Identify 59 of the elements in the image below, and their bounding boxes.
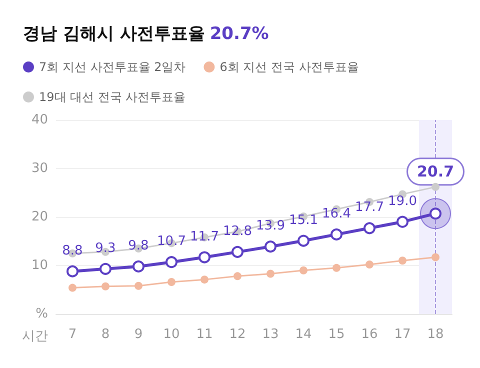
point — [432, 182, 440, 191]
data-label: 12.8 — [223, 224, 252, 239]
data-label: 17.7 — [355, 200, 384, 216]
legend-label: 6회 지선 전국 사전투표율 — [220, 60, 359, 74]
point — [166, 256, 178, 268]
data-label: 10.7 — [157, 234, 186, 250]
chart-subtitle: 20.7% — [210, 24, 269, 44]
point — [100, 262, 112, 275]
x-tick-label: 8 — [101, 327, 110, 342]
point — [102, 282, 110, 290]
point — [398, 256, 406, 265]
y-tick-label: 30 — [31, 161, 48, 176]
x-tick-label: 10 — [163, 327, 180, 342]
point — [68, 284, 76, 292]
data-label: 19.0 — [388, 194, 417, 209]
data-label: 8.8 — [62, 243, 83, 258]
x-tick-label: 17 — [394, 327, 411, 342]
x-tick-label: 16 — [361, 327, 378, 342]
annotation: 20.7 — [416, 162, 454, 181]
data-label: 9.8 — [128, 238, 149, 254]
point — [200, 276, 208, 284]
point — [132, 260, 144, 272]
point — [330, 228, 342, 240]
point — [134, 282, 142, 290]
legend-label: 19대 대선 전국 사전투표율 — [39, 90, 186, 104]
data-label: 15.1 — [289, 212, 318, 228]
point — [266, 270, 274, 278]
x-tick-label: 13 — [262, 327, 279, 342]
x-tick-label: 11 — [196, 327, 213, 342]
point — [168, 278, 176, 286]
x-axis-title: 시간 — [22, 329, 48, 344]
point — [332, 264, 340, 272]
y-tick-label: 10 — [31, 258, 48, 273]
chart-title: 경남 김해시 사전투표율 — [23, 24, 205, 44]
point — [298, 234, 310, 247]
point — [264, 240, 276, 253]
legend-label: 7회 지선 사전투표율 2일차 — [39, 60, 186, 74]
point — [364, 222, 376, 234]
x-tick-label: 18 — [427, 327, 444, 342]
point — [66, 265, 78, 278]
point — [366, 260, 374, 269]
point — [198, 251, 210, 264]
y-tick-label: % — [36, 306, 48, 322]
x-tick-label: 9 — [134, 327, 143, 342]
data-label: 9.3 — [95, 240, 116, 256]
point — [396, 216, 408, 228]
x-tick-label: 15 — [328, 327, 345, 342]
x-tick-label: 7 — [68, 327, 77, 342]
point — [234, 272, 242, 280]
point — [432, 253, 440, 262]
y-tick-label: 40 — [31, 112, 48, 128]
x-tick-label: 12 — [229, 327, 246, 342]
point — [232, 246, 244, 258]
data-label: 16.4 — [322, 206, 351, 222]
data-label: 11.7 — [190, 229, 219, 244]
y-tick-label: 20 — [31, 210, 48, 224]
x-tick-label: 14 — [295, 327, 312, 342]
point — [300, 266, 308, 274]
data-label: 13.9 — [256, 218, 285, 234]
